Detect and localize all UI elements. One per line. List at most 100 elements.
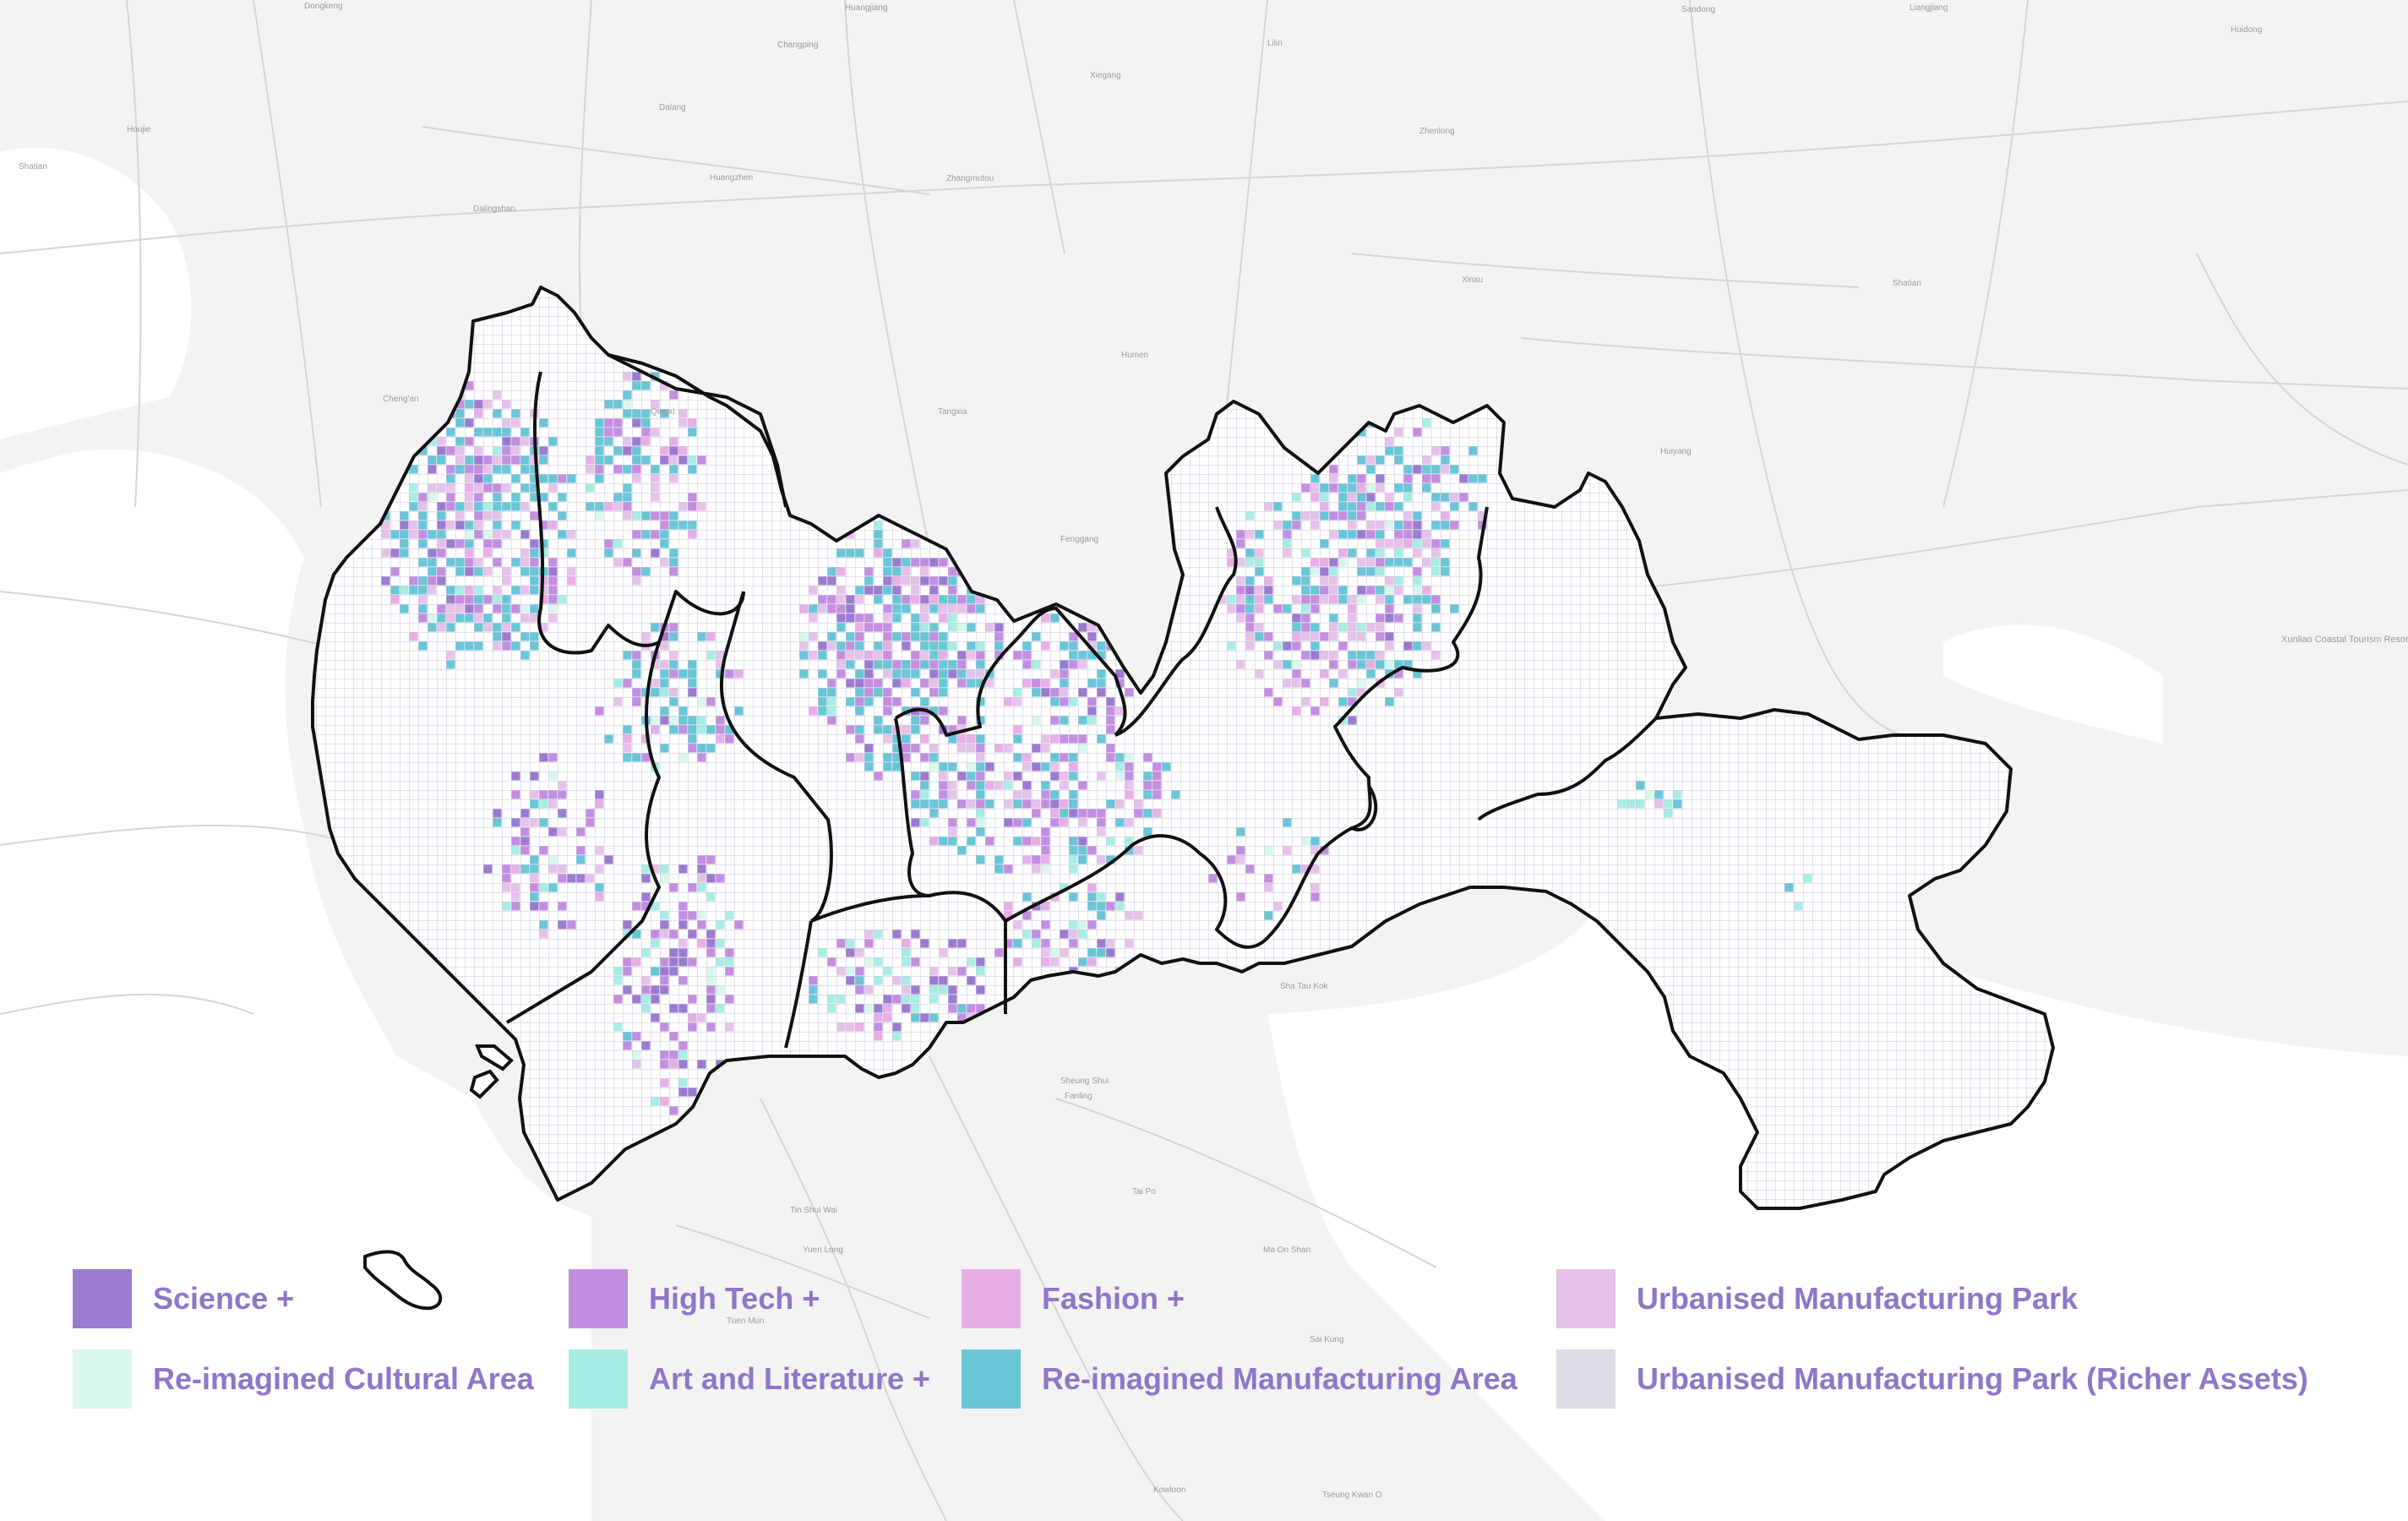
road [2196,253,2408,466]
grid-cell [1115,753,1125,762]
grid-cell [1069,651,1078,660]
grid-cell [493,493,502,502]
grid-cell [678,957,688,967]
grid-cell [697,1060,706,1069]
place-labels: Dongkeng Huangjiang Sandong LiangjiangHuido… [19,2,2408,1500]
grid-cell [939,595,948,604]
grid-cell [418,595,428,604]
grid-cell [939,604,948,613]
grid-cell [623,502,632,511]
grid-cell [939,651,948,660]
grid-cell [967,623,976,632]
grid-cell [1255,669,1264,679]
grid-cell [734,706,744,716]
grid-cell [1441,567,1450,576]
grid-cell [1125,911,1134,920]
grid-cell [651,400,660,409]
grid-cell [1004,818,1013,827]
grid-cell [418,586,428,595]
grid-cell [1431,502,1441,511]
grid-cell [400,548,409,558]
grid-cell [1264,595,1273,604]
grid-cell [994,632,1004,641]
grid-cell [902,679,911,688]
grid-cell [929,604,939,613]
grid-cell [1385,613,1394,623]
district-boundary-longgang-south [1004,834,1269,949]
place-label: Fenggang [1060,535,1098,544]
grid-cell [483,623,493,632]
grid-cell [548,567,558,576]
grid-cell [846,613,855,623]
grid-cell [641,455,651,465]
place-label: Huangzhen [710,173,753,183]
grid-cell [948,595,957,604]
grid-cell [651,372,660,381]
district-boundary-longgang-mid [894,717,930,897]
grid-cell [985,679,994,688]
grid-cell [1283,846,1292,855]
grid-cell [1152,781,1162,790]
grid-cell [697,874,706,883]
grid-cell [1022,855,1032,864]
grid-cell [920,576,929,586]
legend-swatch-urbanised-manufacturing-park [1556,1269,1615,1328]
grid-cell [623,465,632,474]
grid-cell [1106,706,1115,716]
city-boundary [311,286,2055,1210]
grid-cell [493,521,502,530]
grid-cell [1087,920,1097,930]
grid-cell [1310,883,1320,892]
grid-cell [1357,530,1366,539]
grid-cell [929,762,939,771]
road [253,0,322,508]
grid-cell [874,1022,883,1032]
place-label: Houjie [127,125,151,134]
grid-cell [846,632,855,641]
grid-cell [1366,623,1376,632]
grid-cell [539,920,548,930]
grid-cell [455,595,465,604]
grid-cell [688,669,697,679]
grid-cell [1310,521,1320,530]
grid-cell [929,1013,939,1022]
grid-cell [455,418,465,428]
grid-cell [493,483,502,493]
grid-cell [660,530,669,539]
grid-cell [539,455,548,465]
grid-cell [1245,586,1255,595]
grid-cell [641,632,651,641]
grid-cell [874,651,883,660]
grid-cell [967,762,976,771]
grid-cell [911,623,920,632]
grid-cell [1422,465,1431,474]
grid-cell [1236,530,1245,539]
grid-cell [1078,688,1087,697]
grid-cell [976,753,985,762]
grid-cell [483,428,493,437]
grid-cell [1069,864,1078,874]
grid-cell [1087,957,1097,967]
grid-cell [1292,641,1301,651]
grid-cell [1403,521,1413,530]
grid-cell [1450,493,1459,502]
grid-cell [1320,669,1329,679]
grid-cell [465,465,474,474]
district-boundary-longgang-west [894,607,1127,737]
grid-cell [911,725,920,734]
grid-cell [437,576,446,586]
grid-cell [474,409,483,418]
grid-cell [818,595,827,604]
grid-cell [595,892,604,902]
grid-cell [1013,920,1022,930]
grid-cell [697,855,706,864]
grid-cell [1264,632,1273,641]
grid-cell [1357,660,1366,669]
grid-cell [455,604,465,613]
legend-item-high-tech: High Tech + [569,1269,820,1328]
grid-cell [530,902,539,911]
grid-cell [976,641,985,651]
grid-cell [725,669,734,679]
